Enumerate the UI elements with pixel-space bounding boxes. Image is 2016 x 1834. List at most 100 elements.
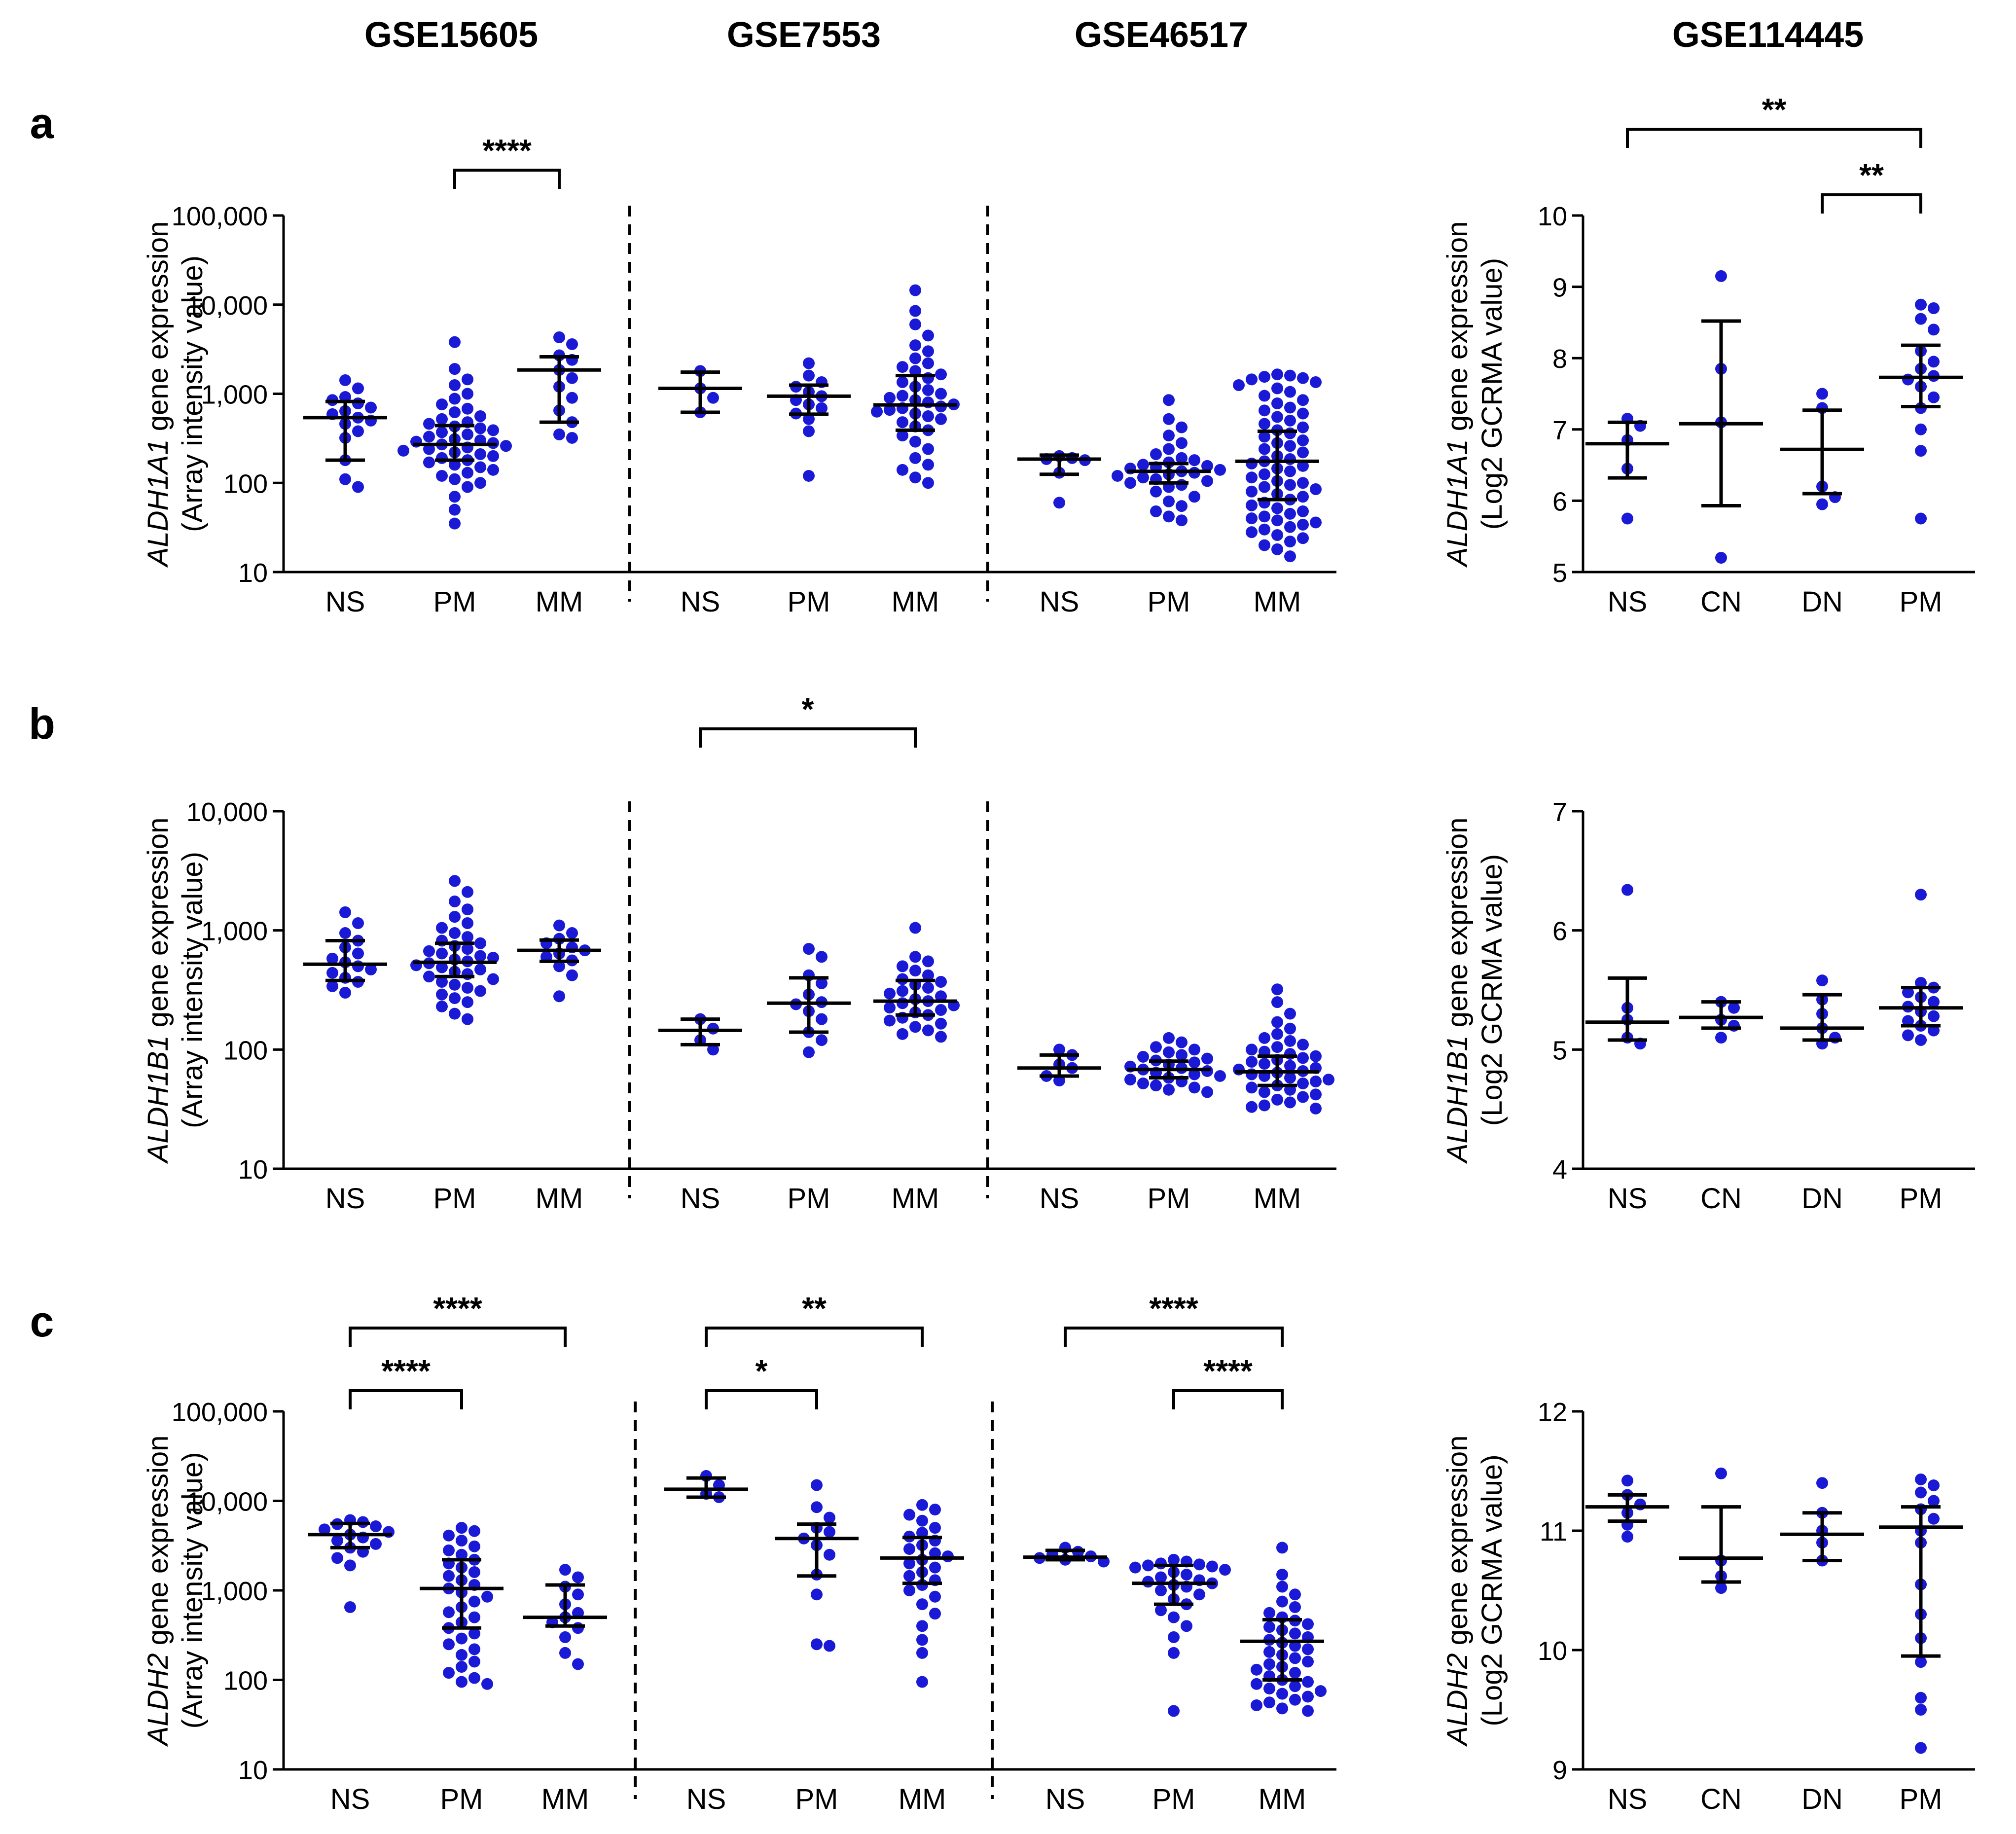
data-point bbox=[1112, 469, 1123, 482]
data-point bbox=[1246, 373, 1258, 386]
data-point bbox=[1233, 379, 1245, 391]
data-point bbox=[1263, 1683, 1275, 1695]
data-point bbox=[1302, 1643, 1314, 1655]
significance-bracket bbox=[705, 1389, 818, 1409]
data-point bbox=[824, 1526, 835, 1538]
data-point bbox=[1150, 505, 1162, 517]
data-point bbox=[1168, 1705, 1180, 1717]
data-point bbox=[1284, 465, 1296, 477]
x-tick-label: NS bbox=[681, 1183, 720, 1215]
data-point bbox=[468, 1595, 480, 1608]
data-point bbox=[1188, 1043, 1200, 1056]
x-tick-label: PM bbox=[788, 586, 830, 618]
x-tick-label: PM bbox=[433, 1183, 476, 1215]
data-point bbox=[1263, 1621, 1275, 1633]
data-point bbox=[816, 1013, 828, 1025]
data-point bbox=[397, 444, 409, 457]
significance-bracket bbox=[705, 1327, 924, 1347]
data-point bbox=[1715, 1032, 1727, 1044]
group-ns bbox=[1017, 1043, 1101, 1087]
data-point bbox=[1284, 550, 1296, 563]
data-point bbox=[1284, 479, 1296, 491]
data-point bbox=[935, 388, 947, 400]
group-dn bbox=[1780, 1477, 1864, 1567]
x-tick-label: PM bbox=[795, 1783, 838, 1815]
y-tick-label: 1,000 bbox=[201, 917, 268, 946]
data-point bbox=[468, 1672, 480, 1684]
significance-bracket bbox=[1821, 193, 1922, 214]
data-point bbox=[916, 1676, 928, 1688]
data-point bbox=[935, 1031, 947, 1043]
data-point bbox=[1271, 1093, 1283, 1106]
data-point bbox=[1259, 481, 1270, 493]
y-axis-title: ALDH2 gene expression bbox=[142, 1436, 174, 1747]
y-tick-label: 5 bbox=[1552, 1036, 1567, 1065]
data-point bbox=[811, 1479, 823, 1491]
y-axis-title-text: gene expression bbox=[1441, 1436, 1474, 1654]
data-point bbox=[449, 336, 461, 348]
data-point bbox=[566, 969, 578, 981]
group-ns bbox=[303, 374, 387, 493]
data-point bbox=[449, 517, 461, 530]
data-point bbox=[1289, 1693, 1301, 1706]
data-point bbox=[1168, 1647, 1180, 1659]
data-point bbox=[824, 1511, 835, 1524]
data-point bbox=[897, 997, 908, 1009]
data-point bbox=[365, 401, 377, 414]
data-point bbox=[1902, 1029, 1914, 1042]
x-tick-label: NS bbox=[686, 1783, 726, 1815]
dataset-header-gse114445: GSE114445 bbox=[1672, 15, 1864, 55]
data-point bbox=[1816, 974, 1828, 987]
data-point bbox=[462, 481, 473, 493]
group-cn bbox=[1679, 1467, 1763, 1594]
group-dn bbox=[1780, 974, 1864, 1050]
data-point bbox=[572, 1658, 584, 1670]
data-point bbox=[1053, 1043, 1065, 1056]
x-tick-label: MM bbox=[892, 586, 939, 618]
data-point bbox=[1297, 1077, 1309, 1089]
data-point bbox=[1816, 498, 1828, 510]
data-point bbox=[803, 357, 815, 369]
x-tick-label: CN bbox=[1700, 1783, 1742, 1815]
data-point bbox=[462, 982, 473, 994]
data-point bbox=[436, 469, 448, 482]
data-point bbox=[1284, 1035, 1296, 1047]
data-point bbox=[1621, 1474, 1633, 1487]
x-tick-label: NS bbox=[1608, 1783, 1648, 1815]
data-point bbox=[462, 428, 473, 440]
data-point bbox=[436, 922, 448, 934]
panel-letter-c: c bbox=[30, 1297, 54, 1346]
data-point bbox=[370, 1520, 382, 1533]
x-tick-label: PM bbox=[788, 1183, 830, 1215]
group-ns bbox=[1023, 1542, 1110, 1568]
data-point bbox=[462, 886, 473, 898]
data-point bbox=[1284, 440, 1296, 452]
data-point bbox=[462, 917, 473, 929]
data-point bbox=[449, 491, 461, 503]
data-point bbox=[935, 1017, 947, 1030]
data-point bbox=[1310, 376, 1322, 388]
data-point bbox=[1201, 460, 1213, 472]
chart-a-gcrma: 5 6 7 8 9 10 ALDH1A1 gene expression (Log2 GCRM… bbox=[1441, 92, 1975, 618]
group-pm bbox=[1879, 889, 1963, 1046]
data-point bbox=[922, 410, 934, 423]
data-point bbox=[1259, 418, 1270, 430]
y-tick-label: 5 bbox=[1552, 558, 1567, 588]
chart-b-gcrma: 4 5 6 7 ALDH1B1 gene expression (Log2 GCRMA v… bbox=[1441, 797, 1975, 1215]
data-point bbox=[443, 1667, 455, 1679]
data-point bbox=[1902, 986, 1914, 999]
data-point bbox=[707, 1043, 719, 1056]
data-point bbox=[884, 987, 896, 1000]
panel-letter-b: b bbox=[29, 699, 55, 748]
y-axis-title-gene: ALDH1A1 bbox=[142, 439, 174, 568]
data-point bbox=[572, 1571, 584, 1583]
data-point bbox=[1302, 1618, 1314, 1630]
data-point bbox=[1276, 1688, 1288, 1700]
data-point bbox=[1289, 1588, 1301, 1601]
data-point bbox=[916, 1514, 928, 1527]
data-point bbox=[1150, 485, 1162, 498]
group-ns bbox=[308, 1514, 395, 1613]
data-point bbox=[1297, 1039, 1309, 1051]
data-point bbox=[916, 1598, 928, 1611]
data-point bbox=[1259, 1032, 1270, 1044]
